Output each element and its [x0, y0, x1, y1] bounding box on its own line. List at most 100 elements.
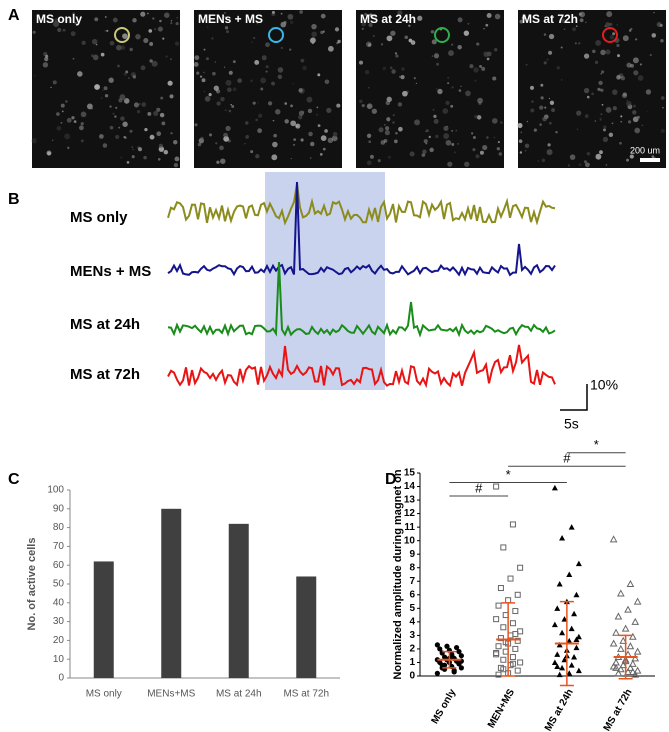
- cell-spot: [275, 109, 281, 115]
- cell-spot: [392, 121, 395, 124]
- cell-spot: [231, 105, 235, 108]
- cell-spot: [591, 92, 594, 96]
- cell-spot: [159, 19, 162, 23]
- cell-spot: [479, 150, 484, 155]
- cell-spot: [436, 62, 439, 66]
- cell-spot: [560, 18, 566, 24]
- cell-spot: [500, 121, 503, 124]
- cell-spot: [415, 82, 417, 84]
- cell-spot: [120, 45, 126, 51]
- cell-spot: [224, 16, 227, 18]
- cell-spot: [463, 30, 470, 36]
- cell-spot: [219, 145, 224, 151]
- cell-spot: [132, 148, 134, 151]
- cell-spot: [600, 113, 603, 116]
- cell-spot: [91, 38, 98, 45]
- cell-spot: [211, 37, 214, 40]
- cell-spot: [201, 78, 206, 83]
- point: [624, 667, 632, 675]
- cell-spot: [216, 160, 220, 164]
- cell-spot: [451, 143, 455, 146]
- cell-spot: [118, 98, 123, 103]
- cell-spot: [148, 29, 153, 33]
- cell-spot: [474, 115, 478, 119]
- cell-spot: [280, 21, 287, 28]
- cell-spot: [216, 101, 221, 106]
- cell-spot: [361, 21, 366, 27]
- cell-spot: [390, 30, 396, 36]
- cell-spot: [118, 126, 121, 129]
- cell-spot: [594, 120, 597, 122]
- cell-spot: [324, 79, 330, 85]
- cell-spot: [31, 138, 37, 144]
- cell-spot: [410, 40, 416, 45]
- point: [514, 667, 521, 674]
- cell-spot: [422, 153, 426, 157]
- cell-spot: [255, 154, 260, 159]
- panel-letter: A: [8, 7, 20, 24]
- cell-spot: [224, 109, 227, 112]
- cell-spot: [616, 43, 620, 48]
- cell-spot: [660, 128, 665, 133]
- cell-spot: [446, 125, 448, 128]
- point: [517, 628, 524, 635]
- cell-spot: [280, 12, 283, 15]
- cell-spot: [159, 112, 165, 118]
- cell-spot: [494, 13, 501, 20]
- point: [556, 641, 563, 648]
- cell-spot: [91, 108, 93, 110]
- cell-spot: [261, 55, 267, 61]
- cell-spot: [645, 89, 652, 95]
- cell-spot: [518, 139, 523, 143]
- cell-spot: [585, 162, 590, 168]
- cell-spot: [301, 110, 305, 114]
- significance-label: #: [475, 480, 483, 495]
- cell-spot: [620, 115, 623, 118]
- cell-spot: [138, 103, 141, 105]
- cell-spot: [290, 120, 297, 127]
- cell-spot: [394, 139, 398, 144]
- trace: [167, 183, 556, 226]
- cell-spot: [94, 84, 100, 90]
- point: [612, 663, 620, 671]
- cell-spot: [160, 96, 164, 100]
- point: [434, 670, 440, 676]
- y-tick-label: 0: [58, 673, 64, 684]
- cell-spot: [47, 151, 51, 156]
- cell-spot: [289, 20, 294, 24]
- cell-spot: [280, 46, 284, 50]
- y-tick-label: 8: [409, 562, 415, 573]
- cell-spot: [54, 18, 59, 22]
- cell-spot: [165, 55, 168, 58]
- cell-spot: [322, 147, 326, 151]
- point: [551, 659, 558, 665]
- cell-spot: [433, 118, 439, 124]
- cell-spot: [170, 58, 172, 60]
- cell-spot: [116, 44, 122, 51]
- cell-spot: [574, 42, 577, 45]
- roi-circle: [114, 27, 130, 43]
- panel-letter: D: [385, 471, 397, 488]
- cell-spot: [548, 33, 555, 40]
- cell-spot: [384, 130, 390, 136]
- cell-spot: [622, 35, 629, 42]
- cell-spot: [612, 106, 617, 111]
- cell-spot: [114, 115, 117, 118]
- point: [556, 671, 563, 678]
- point: [456, 661, 462, 667]
- cell-spot: [157, 158, 161, 161]
- cell-spot: [143, 38, 149, 44]
- cell-spot: [609, 22, 613, 27]
- point: [509, 660, 516, 667]
- cell-spot: [163, 149, 169, 155]
- point: [554, 651, 561, 657]
- cell-spot: [64, 133, 71, 140]
- cell-spot: [560, 46, 563, 49]
- cell-spot: [626, 158, 629, 162]
- cell-spot: [371, 108, 378, 114]
- cell-spot: [317, 73, 321, 77]
- cell-spot: [245, 135, 250, 139]
- point: [626, 579, 635, 587]
- cell-spot: [298, 114, 303, 120]
- scale-y-label: 10%: [590, 377, 618, 393]
